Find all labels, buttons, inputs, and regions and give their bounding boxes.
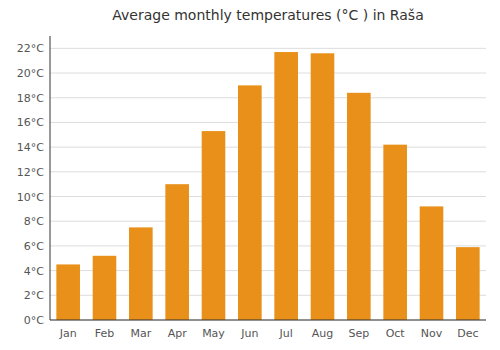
x-tick-label: Sep (348, 327, 369, 340)
x-tick-label: Jun (240, 327, 258, 340)
x-tick-label: Mar (130, 327, 151, 340)
bar (456, 247, 480, 320)
grid-line (50, 73, 486, 74)
y-tick-label: 14°C (17, 141, 44, 154)
bar (93, 256, 117, 320)
y-tick-label: 2°C (24, 289, 44, 302)
x-tick-label: Nov (421, 327, 443, 340)
x-tick-label: Feb (95, 327, 114, 340)
bar (238, 85, 262, 320)
grid-line (50, 97, 486, 98)
x-tick-label: Apr (168, 327, 188, 340)
y-tick-label: 18°C (17, 92, 44, 105)
grid-line (50, 147, 486, 148)
x-axis-line (50, 320, 486, 321)
grid-line (50, 171, 486, 172)
grid-line (50, 122, 486, 123)
chart: Average monthly temperatures (°C ) in Ra… (0, 0, 500, 350)
bar (202, 131, 226, 320)
title: Average monthly temperatures (°C ) in Ra… (112, 7, 423, 23)
y-tick-label: 10°C (17, 191, 44, 204)
bar (165, 184, 189, 320)
y-axis-line (50, 36, 51, 320)
bars (56, 52, 479, 320)
y-tick-label: 20°C (17, 67, 44, 80)
y-tick-label: 6°C (24, 240, 44, 253)
y-tick-label: 0°C (24, 314, 44, 327)
grid-line (50, 320, 486, 321)
x-tick-label: Dec (457, 327, 478, 340)
x-tick-label: May (202, 327, 225, 340)
y-tick-label: 12°C (17, 166, 44, 179)
chart-container: Average monthly temperatures (°C ) in Ra… (0, 0, 500, 350)
bar (129, 227, 153, 320)
bar (311, 53, 335, 320)
y-tick-label: 16°C (17, 116, 44, 129)
bar (383, 145, 407, 320)
bar (56, 264, 80, 320)
x-tick-label: Oct (386, 327, 406, 340)
bar (347, 93, 371, 320)
bar (274, 52, 298, 320)
x-tick-label: Aug (312, 327, 333, 340)
y-axis: 0°C 2°C 4°C 6°C 8°C 10°C 12°C 14°C 16°C 18°C 20°C 2… (17, 42, 44, 327)
y-tick-label: 4°C (24, 265, 44, 278)
grid (50, 48, 486, 320)
grid-line (50, 48, 486, 49)
x-tick-label: Jul (279, 327, 293, 340)
grid-line (50, 196, 486, 197)
x-axis: Jan Feb Mar Apr May Jun Jul Aug Sep Oct Nov Dec (59, 327, 479, 340)
x-tick-label: Jan (59, 327, 77, 340)
y-tick-label: 8°C (24, 215, 44, 228)
y-tick-label: 22°C (17, 42, 44, 55)
bar (420, 206, 444, 320)
